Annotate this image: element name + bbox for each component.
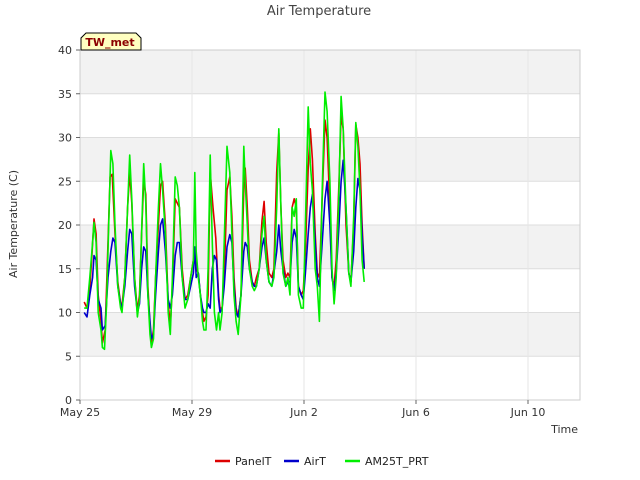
- legend-label-panelt: PanelT: [235, 455, 272, 468]
- legend: PanelT AirT AM25T_PRT: [215, 455, 429, 468]
- grid-band: [80, 93, 580, 138]
- y-tick-label: 30: [58, 132, 72, 145]
- series-lines: [83, 91, 365, 351]
- y-tick-label: 15: [58, 263, 72, 276]
- grid-band: [80, 356, 580, 400]
- x-tick-label: May 25: [60, 406, 100, 419]
- chart-title: Air Temperature: [267, 4, 371, 19]
- grid-band: [80, 268, 580, 313]
- grid-band: [80, 312, 580, 357]
- y-tick-label: 10: [58, 307, 72, 320]
- y-axis-label: Air Temperature (C): [7, 170, 20, 278]
- y-axis: 0 5 10 15 20 25 30 35 40: [58, 44, 80, 407]
- badge-background: [80, 32, 142, 51]
- x-tick-label: Jun 2: [289, 406, 318, 419]
- y-tick-label: 5: [65, 350, 72, 363]
- y-tick-label: 25: [58, 175, 72, 188]
- x-tick-label: May 29: [172, 406, 212, 419]
- y-tick-label: 20: [58, 219, 72, 232]
- x-tick-label: Jun 6: [401, 406, 430, 419]
- plot-area: [79, 49, 581, 401]
- y-tick-label: 0: [65, 394, 72, 407]
- legend-label-am25t_prt: AM25T_PRT: [365, 455, 429, 468]
- x-tick-label: Jun 10: [510, 406, 546, 419]
- y-tick-label: 40: [58, 44, 72, 57]
- grid-band: [80, 50, 580, 94]
- legend-label-airt: AirT: [304, 455, 326, 468]
- y-tick-label: 35: [58, 88, 72, 101]
- station-badge: TW_met: [80, 32, 142, 51]
- x-axis-label: Time: [550, 423, 578, 436]
- series-line-am25t_prt: [84, 91, 365, 351]
- badge-label: TW_met: [85, 36, 134, 49]
- x-axis: May 25 May 29 Jun 2 Jun 6 Jun 10: [60, 400, 545, 419]
